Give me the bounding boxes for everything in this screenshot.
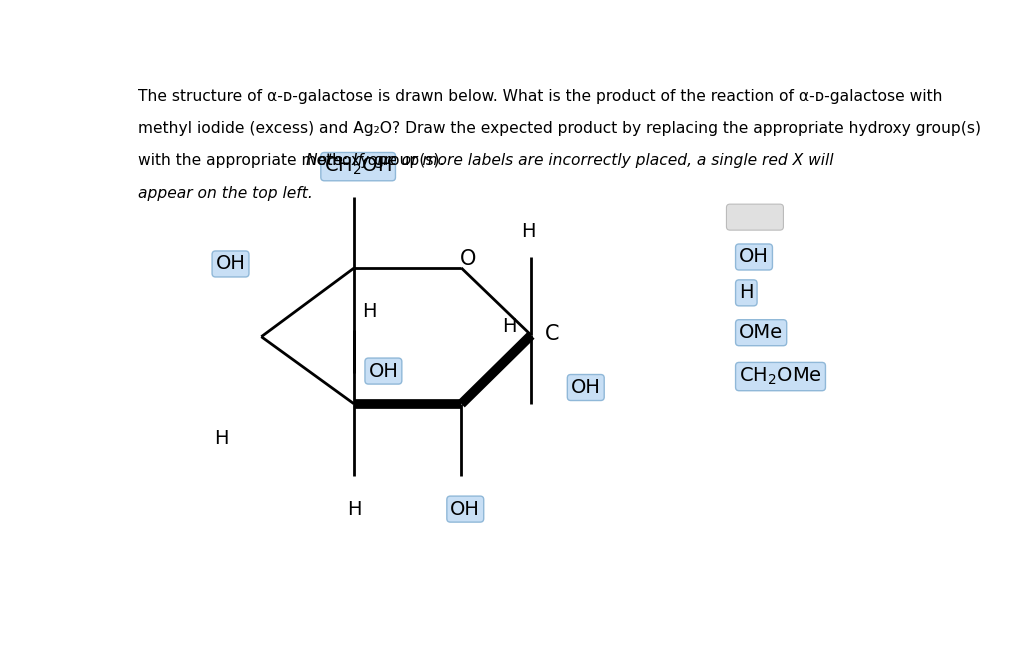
Text: CH$_2$OH: CH$_2$OH [325, 156, 392, 177]
Text: OH: OH [570, 378, 601, 397]
Text: H: H [521, 222, 536, 241]
Text: H: H [214, 430, 229, 448]
Text: OH: OH [739, 248, 769, 267]
Text: Note: If one or more labels are incorrectly placed, a single red X will: Note: If one or more labels are incorrec… [306, 153, 834, 168]
Text: OH: OH [451, 499, 480, 519]
Text: H: H [739, 283, 754, 302]
Text: methyl iodide (excess) and Ag₂O? Draw the expected product by replacing the appr: methyl iodide (excess) and Ag₂O? Draw th… [137, 121, 981, 136]
Text: C: C [545, 324, 559, 344]
Text: OMe: OMe [739, 324, 783, 342]
Text: H: H [362, 302, 377, 322]
Text: OH: OH [369, 362, 398, 380]
Text: The structure of α-ᴅ-galactose is drawn below. What is the product of the reacti: The structure of α-ᴅ-galactose is drawn … [137, 89, 942, 104]
Text: CH$_2$OMe: CH$_2$OMe [739, 366, 822, 387]
Text: OH: OH [216, 254, 246, 274]
Text: O: O [460, 249, 476, 269]
Text: H: H [347, 499, 361, 519]
Text: appear on the top left.: appear on the top left. [137, 186, 312, 201]
Text: H: H [503, 317, 517, 336]
Text: with the appropriate methoxy group(s).: with the appropriate methoxy group(s). [137, 153, 449, 168]
